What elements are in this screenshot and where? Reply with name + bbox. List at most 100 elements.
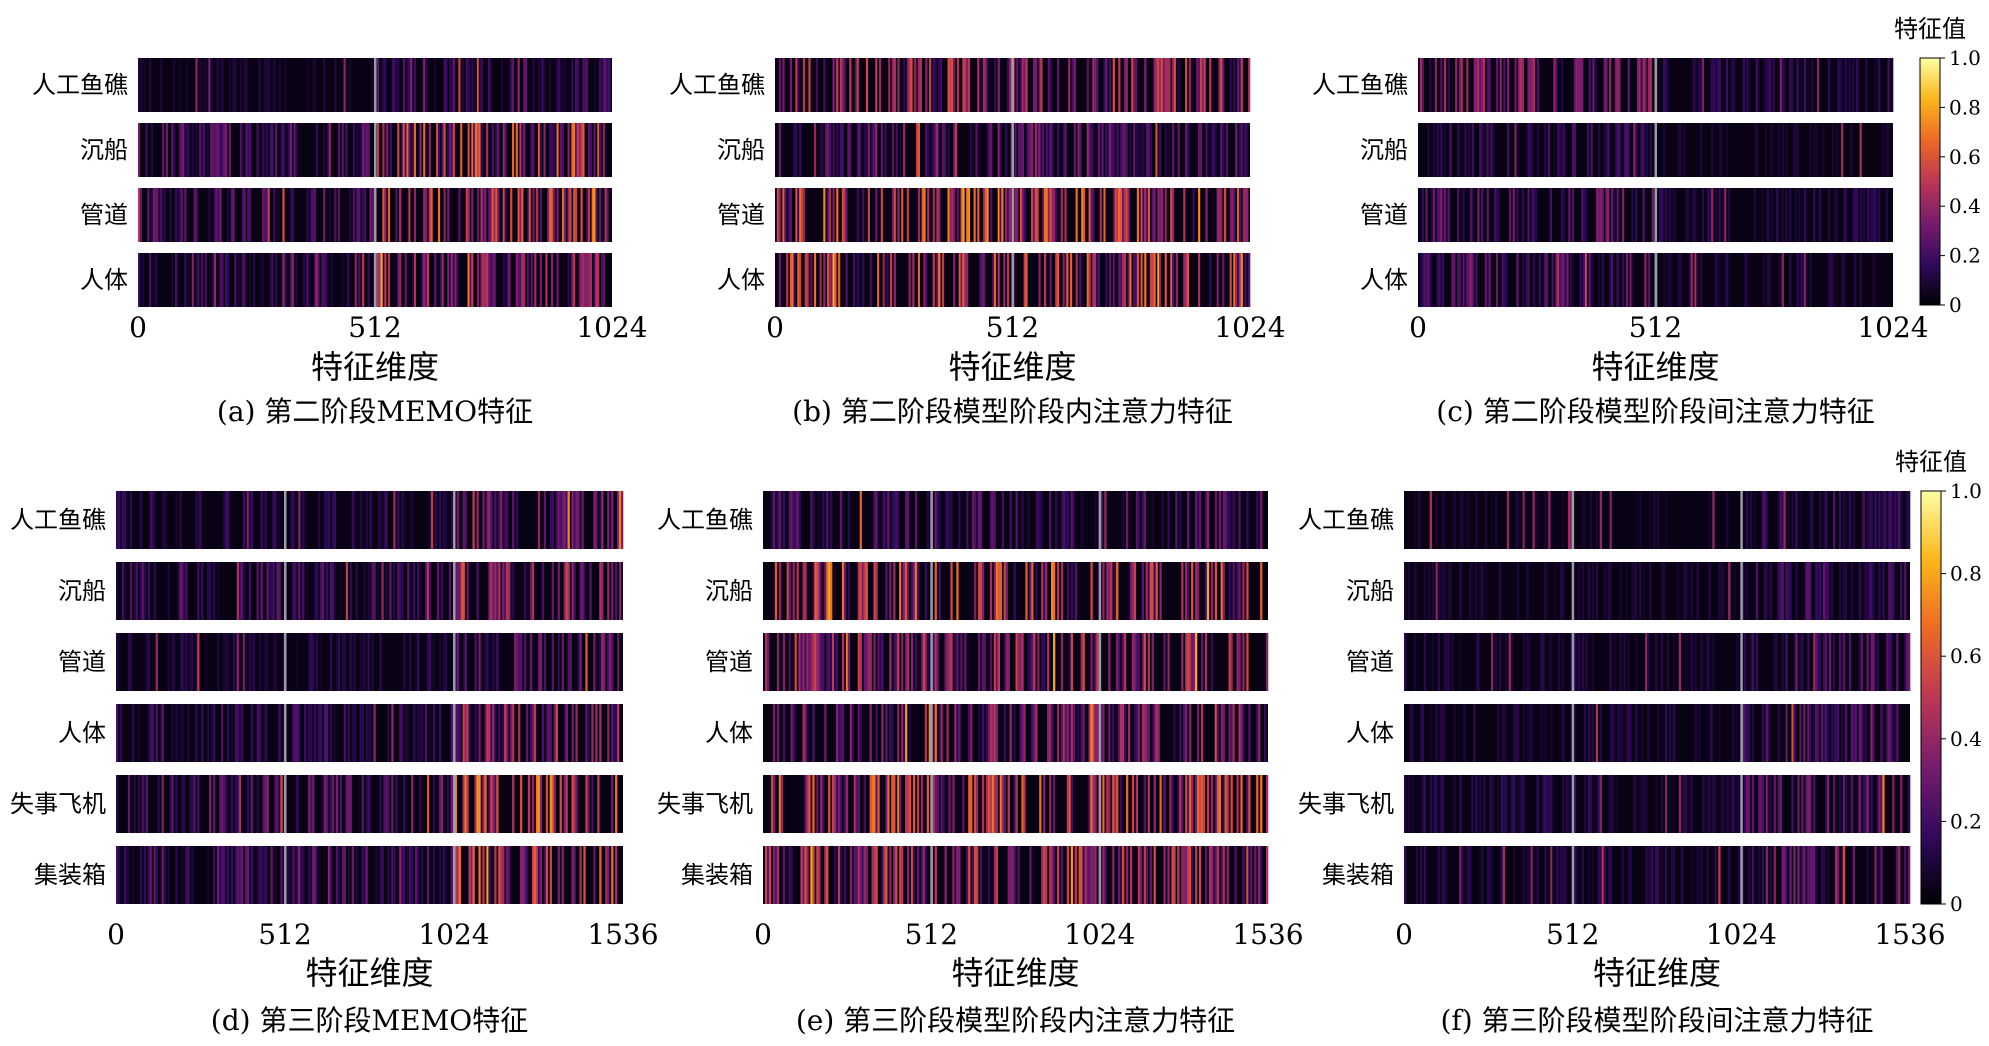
heatmap-cell [1641,775,1644,833]
heatmap-cell [1248,846,1251,904]
heatmap-cell [1153,846,1156,904]
heatmap-cell [1799,633,1802,691]
heatmap-cell [1835,188,1838,242]
heatmap-cell [323,491,327,549]
heatmap-cell [1683,123,1686,177]
heatmap-cell [361,491,364,549]
heatmap-cell [363,846,366,904]
heatmap-cell [424,188,428,242]
heatmap-cell [1528,704,1531,762]
heatmap-cell [555,704,558,762]
heatmap-cell [1566,775,1569,833]
heatmap-cell [1195,633,1198,691]
heatmap-cell [1198,491,1202,549]
heatmap-cell [1159,58,1162,112]
heatmap-cell [776,846,780,904]
heatmap-cell [1747,846,1751,904]
heatmap-cell [587,775,590,833]
heatmap-cell [940,775,943,833]
heatmap-cell [373,562,376,620]
heatmap-cell [989,704,993,762]
heatmap-cell [278,775,281,833]
heatmap-cell [181,704,184,762]
heatmap-cell [1783,846,1786,904]
heatmap-cell [377,562,380,620]
heatmap-cell [1601,846,1604,904]
heatmap-cell [1781,188,1784,242]
heatmap-cell [1530,704,1533,762]
row-label: 失事飞机 [10,790,106,818]
heatmap-cell [512,562,515,620]
heatmap-cell [1870,775,1873,833]
heatmap-cell [589,123,592,177]
heatmap-cell [573,188,576,242]
heatmap-cell [1620,123,1623,177]
heatmap-cell [837,775,841,833]
heatmap-cell [826,491,829,549]
heatmap-cell [968,846,971,904]
heatmap-cell [321,562,325,620]
heatmap-cell [289,188,292,242]
heatmap-cell [1464,253,1467,307]
heatmap-cell [1568,491,1571,549]
heatmap-cell [611,775,614,833]
heatmap-cell [371,562,374,620]
heatmap-cell [978,633,981,691]
heatmap-cell [1216,704,1219,762]
heatmap-cell [187,123,191,177]
heatmap-cell [175,491,178,549]
heatmap-cell [881,704,884,762]
heatmap-cell [1526,704,1529,762]
heatmap-cell [1815,846,1818,904]
heatmap-cell [571,123,574,177]
heatmap-cell [593,188,596,242]
heatmap-cell [1427,562,1430,620]
heatmap-cell [907,846,910,904]
heatmap-cell [1660,846,1664,904]
heatmap-cell [1049,123,1052,177]
heatmap-cell [488,491,491,549]
heatmap-cell [919,58,922,112]
heatmap-cell [365,704,368,762]
heatmap-cell [1651,846,1654,904]
heatmap-cell [304,491,307,549]
heatmap-cell [464,633,467,691]
heatmap-cell [131,704,135,762]
heatmap-cell [1690,253,1693,307]
heatmap-cell [478,704,481,762]
heatmap-cell [1135,633,1139,691]
heatmap-cell [1072,704,1075,762]
heatmap-cell [857,775,860,833]
heatmap-cell [1550,775,1553,833]
heatmap-cell [1900,491,1903,549]
heatmap-cell [258,58,261,112]
heatmap-cell [267,188,270,242]
heatmap-cell [1590,253,1593,307]
heatmap-cell [806,633,809,691]
heatmap-cell [384,188,387,242]
heatmap-cell [502,846,505,904]
heatmap-cell [1104,491,1107,549]
heatmap-cell [875,188,878,242]
heatmap-cell [923,188,926,242]
heatmap-boundary-line [1571,633,1575,691]
heatmap-cell [889,633,892,691]
heatmap-cell [1880,846,1883,904]
heatmap-cell [391,704,394,762]
heatmap-cell [1854,704,1857,762]
heatmap-cell [832,633,835,691]
heatmap-cell [912,846,916,904]
heatmap-cell [351,704,354,762]
heatmap-cell [1779,491,1782,549]
heatmap-cell [1882,491,1885,549]
heatmap-cell [267,58,270,112]
heatmap-cell [403,633,406,691]
heatmap-cell [1198,846,1202,904]
heatmap-cell [1609,846,1612,904]
heatmap-cell [1684,633,1687,691]
heatmap-cell [1090,123,1093,177]
heatmap-cell [543,633,547,691]
heatmap-cell [399,704,402,762]
heatmap-cell [1766,188,1769,242]
heatmap-cell [434,253,437,307]
